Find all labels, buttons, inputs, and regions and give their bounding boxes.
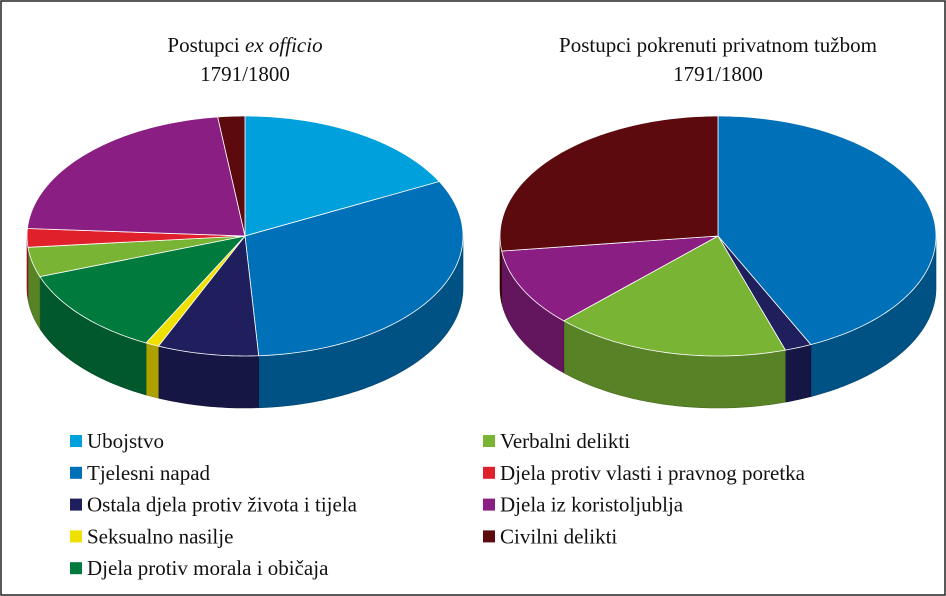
- pie-slice: [563, 235, 787, 357]
- chart-title: Postupci ex officio: [167, 33, 322, 57]
- pie-slice: [501, 235, 719, 322]
- pie-tops: [499, 115, 937, 357]
- pie-slice: [244, 181, 464, 357]
- title-part: ex officio: [245, 33, 323, 57]
- pie-slice-side: [785, 344, 812, 403]
- legend-swatch: [70, 530, 82, 543]
- title-part: Postupci: [167, 33, 240, 57]
- legend-label: Djela iz koristoljublja: [500, 493, 684, 517]
- pie-slice: [26, 116, 246, 237]
- legend-label: Djela protiv morala i običaja: [87, 556, 329, 580]
- pie-slice: [157, 234, 260, 357]
- pie-slice: [26, 228, 246, 248]
- pie-slice: [39, 235, 247, 344]
- legend-label: Tjelesni napad: [87, 461, 211, 485]
- pie-slice: [717, 115, 937, 346]
- pie-slice: [244, 115, 440, 237]
- legend-swatch: [483, 435, 495, 447]
- legend-swatch: [483, 498, 495, 511]
- legend-label: Ubojstvo: [87, 429, 164, 453]
- legend-swatch: [70, 435, 82, 447]
- pie-tops: [26, 115, 464, 357]
- legend-swatch: [483, 466, 495, 479]
- legend-swatch: [70, 562, 82, 575]
- legend-label: Verbalni delikti: [500, 429, 630, 453]
- legend-swatch: [70, 466, 82, 479]
- legend-label: Djela protiv vlasti i pravnog poretka: [500, 461, 806, 485]
- legend-label: Civilni delikti: [500, 524, 617, 548]
- pie-slice: [27, 235, 246, 278]
- legend-label: Seksualno nasilje: [87, 524, 233, 548]
- pie-slice: [717, 235, 812, 351]
- chart-subtitle: 1791/1800: [200, 62, 290, 86]
- pie-slice-side: [145, 342, 159, 399]
- legend-swatch: [483, 530, 495, 543]
- legend-label: Ostala djela protiv života i tijela: [87, 493, 358, 517]
- chart-title: Postupci pokrenuti privatnom tužbom: [559, 33, 877, 57]
- chart-subtitle: 1791/1800: [673, 62, 763, 86]
- legend-swatch: [70, 498, 82, 511]
- pie-slice: [217, 115, 246, 237]
- pie-slice: [499, 115, 719, 252]
